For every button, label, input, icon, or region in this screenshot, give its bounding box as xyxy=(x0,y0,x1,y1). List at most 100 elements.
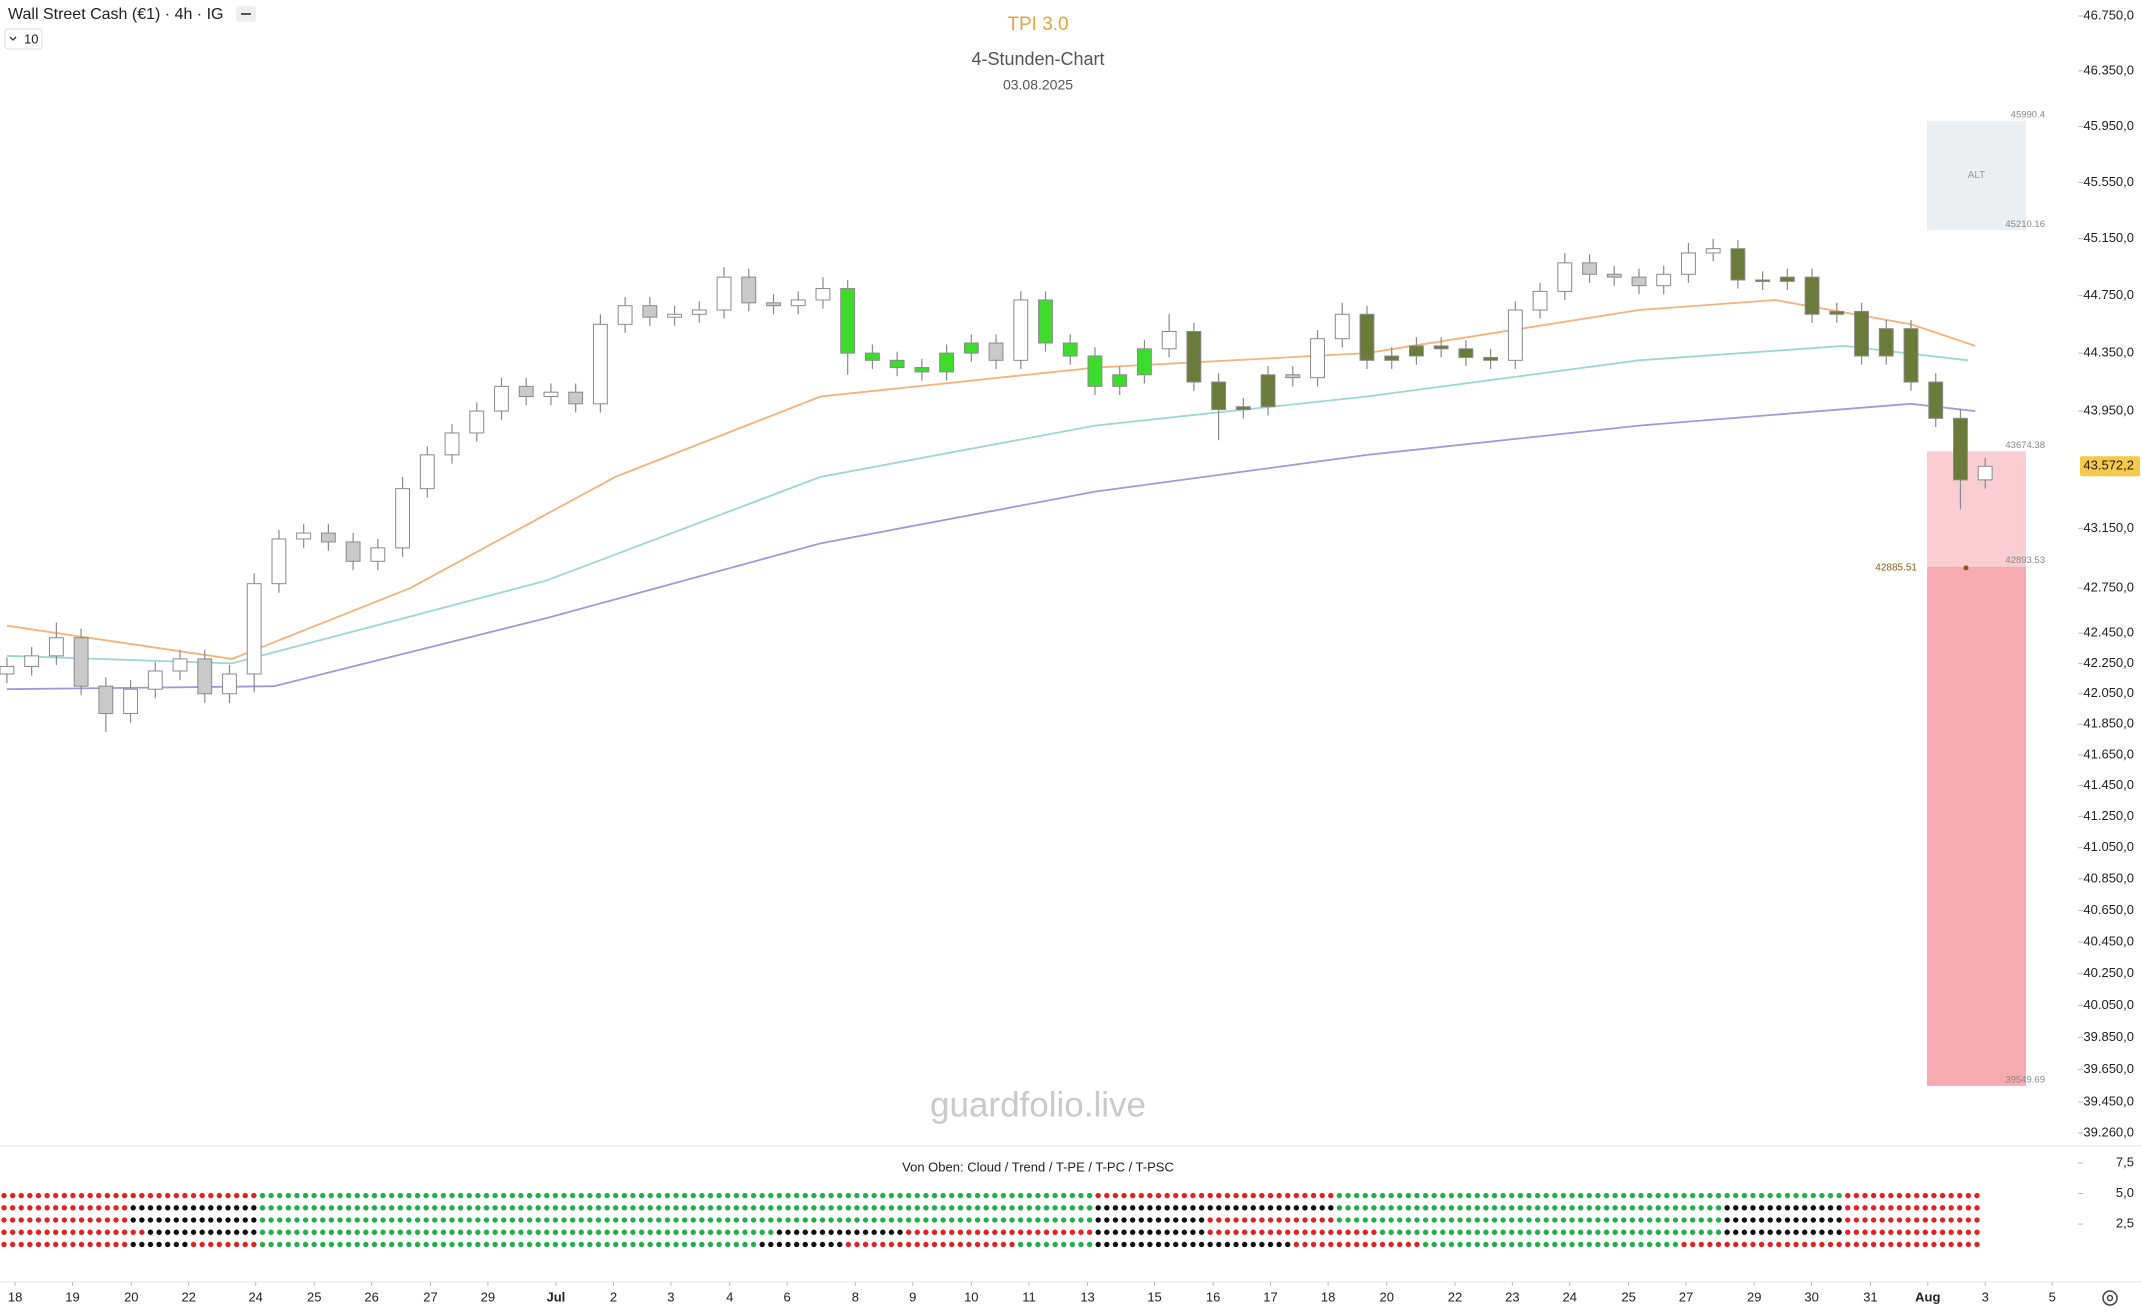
indicator-dot xyxy=(432,1241,438,1248)
indicator-dot xyxy=(1353,1205,1360,1211)
indicator-dot xyxy=(156,1229,162,1235)
indicator-dot xyxy=(1750,1229,1756,1235)
indicator-dot xyxy=(1388,1241,1394,1248)
indicator-dot xyxy=(1035,1192,1041,1199)
indicator-dot xyxy=(1793,1192,1799,1199)
indicator-dot xyxy=(1560,1205,1567,1211)
indicator-toggle[interactable] xyxy=(4,28,43,50)
indicator-dot xyxy=(569,1229,576,1235)
indicator-dot xyxy=(173,1192,180,1199)
indicator-dot xyxy=(1586,1217,1592,1223)
y-tick-label: 40.450,0 xyxy=(2083,933,2134,948)
y-tick-label: 41.850,0 xyxy=(2083,716,2134,731)
symbol: Wall Street Cash (€1) · 4h · IG xyxy=(8,6,223,23)
settings-icon[interactable] xyxy=(2102,1290,2118,1306)
indicator-dot xyxy=(690,1241,696,1248)
indicator-dot xyxy=(1931,1229,1937,1235)
indicator-dot xyxy=(819,1217,826,1223)
candle-body xyxy=(1211,381,1227,411)
indicator-dot xyxy=(1112,1192,1119,1199)
indicator-dot xyxy=(966,1229,972,1235)
indicator-dot xyxy=(509,1217,516,1223)
indicator-dot xyxy=(1138,1192,1144,1199)
indicator-dot xyxy=(27,1217,33,1223)
indicator-dot xyxy=(1957,1192,1963,1199)
indicator-dot xyxy=(1241,1241,1248,1248)
indicator-dot xyxy=(70,1205,76,1211)
indicator-dot xyxy=(1302,1205,1308,1211)
indicator-dot xyxy=(251,1217,257,1223)
indicator-dot xyxy=(225,1205,231,1211)
indicator-dot xyxy=(733,1205,740,1211)
indicator-dot xyxy=(397,1241,404,1248)
indicator-dot xyxy=(552,1217,559,1223)
candle-body xyxy=(1161,331,1177,350)
indicator-dot xyxy=(320,1205,326,1211)
indicator-dot xyxy=(1388,1229,1394,1235)
indicator-dot xyxy=(9,1192,16,1199)
indicator-dot xyxy=(837,1192,843,1199)
indicator-dot xyxy=(888,1241,895,1248)
indicator-dot xyxy=(1862,1217,1868,1223)
y-tick-label: 41.450,0 xyxy=(2083,777,2134,792)
indicator-dot xyxy=(1431,1217,1437,1223)
indicator-dot xyxy=(768,1241,774,1248)
x-tick-label: 27 xyxy=(1679,1289,1693,1304)
indicator-dot xyxy=(87,1241,93,1248)
indicator-dot xyxy=(871,1192,877,1199)
indicator-dot xyxy=(1698,1229,1704,1235)
indicator-dot xyxy=(1793,1241,1799,1248)
indicator-dot xyxy=(1810,1241,1817,1248)
indicator-dot xyxy=(1715,1217,1722,1223)
indicator-dot xyxy=(1905,1192,1911,1199)
indicator-dot xyxy=(1414,1229,1420,1235)
indicator-dot xyxy=(27,1229,33,1235)
indicator-dot xyxy=(1371,1205,1377,1211)
candle-body xyxy=(1730,248,1746,281)
x-tick-label: 17 xyxy=(1263,1289,1277,1304)
indicator-dot xyxy=(1560,1241,1567,1248)
indicator-dot xyxy=(1009,1205,1015,1211)
indicator-dot xyxy=(1689,1205,1696,1211)
indicator-dot xyxy=(1,1229,7,1235)
indicator-dot xyxy=(61,1229,68,1235)
indicator-dot xyxy=(1095,1241,1101,1248)
indicator-dot xyxy=(1845,1241,1851,1248)
indicator-dot xyxy=(1491,1217,1498,1223)
indicator-dot xyxy=(595,1217,602,1223)
indicator-dot xyxy=(656,1205,662,1211)
indicator-dot xyxy=(1328,1229,1334,1235)
indicator-dot xyxy=(268,1241,274,1248)
indicator-dot xyxy=(1147,1205,1153,1211)
indicator-dot xyxy=(225,1229,231,1235)
x-tick-label: 11 xyxy=(1022,1289,1036,1304)
indicator-dot xyxy=(337,1217,343,1223)
y-tick-label: 43.150,0 xyxy=(2083,520,2134,535)
indicator-dot xyxy=(423,1217,429,1223)
indicator-dot xyxy=(1922,1217,1929,1223)
x-tick-label: 3 xyxy=(1982,1289,1989,1304)
indicator-dot xyxy=(1845,1217,1851,1223)
indicator-dot xyxy=(897,1192,903,1199)
indicator-dot xyxy=(1681,1205,1687,1211)
indicator-dot xyxy=(604,1205,610,1211)
indicator-dot xyxy=(423,1229,429,1235)
indicator-dot xyxy=(1836,1241,1842,1248)
indicator-dot xyxy=(1362,1217,1368,1223)
indicator-dot xyxy=(949,1192,955,1199)
indicator-dot xyxy=(78,1192,85,1199)
indicator-dot xyxy=(759,1205,765,1211)
indicator-dot xyxy=(1689,1217,1696,1223)
indicator-dot xyxy=(1138,1217,1144,1223)
indicator-dot xyxy=(1638,1229,1644,1235)
indicator-dot xyxy=(1405,1217,1412,1223)
indicator-dot xyxy=(526,1205,533,1211)
indicator-dot xyxy=(1698,1217,1704,1223)
indicator-dot xyxy=(526,1192,533,1199)
candle-body xyxy=(1285,374,1301,379)
indicator-dot xyxy=(966,1205,972,1211)
indicator-dot xyxy=(1569,1229,1575,1235)
indicator-dot xyxy=(208,1229,214,1235)
indicator-dot xyxy=(397,1217,404,1223)
indicator-dot xyxy=(880,1205,886,1211)
